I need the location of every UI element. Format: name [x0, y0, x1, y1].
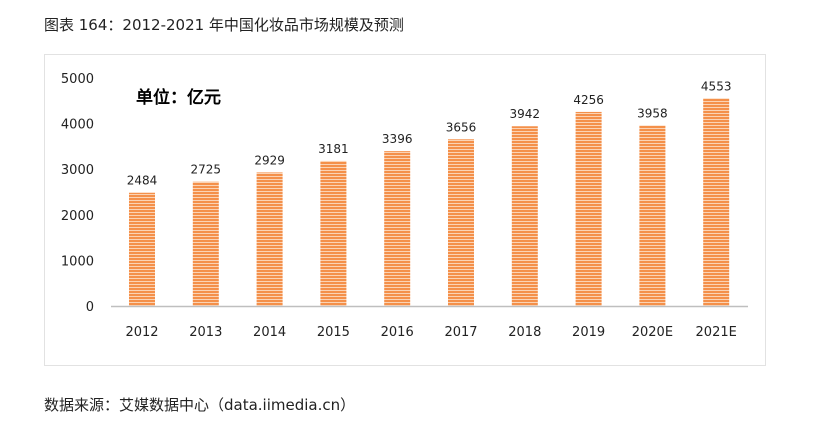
- bar-2012: [129, 192, 155, 306]
- source-note: 数据来源：艾媒数据中心（data.iimedia.cn）: [44, 396, 356, 414]
- y-tick-label: 0: [86, 300, 94, 315]
- bar-2014: [256, 172, 283, 306]
- chart-frame: [44, 54, 766, 366]
- data-label: 3958: [637, 107, 668, 121]
- data-label: 4553: [701, 79, 732, 93]
- y-tick-label: 1000: [61, 254, 94, 269]
- data-label: 3396: [382, 132, 413, 146]
- y-tick-label: 2000: [61, 209, 94, 224]
- bar-2013: [192, 181, 219, 306]
- data-label: 2484: [127, 174, 158, 188]
- data-label: 3181: [318, 142, 349, 156]
- x-tick-label: 2020E: [632, 325, 673, 340]
- bar-2018: [511, 126, 538, 306]
- x-tick-label: 2013: [189, 325, 222, 340]
- data-label: 4256: [573, 93, 604, 107]
- bar-2017: [448, 139, 474, 306]
- bar-2016: [384, 151, 411, 306]
- x-tick-label: 2016: [381, 325, 414, 340]
- unit-label: 单位：亿元: [136, 87, 221, 108]
- data-label: 2929: [254, 153, 285, 167]
- data-label: 3656: [446, 120, 477, 134]
- x-tick-label: 2012: [125, 325, 158, 340]
- y-tick-label: 3000: [61, 163, 94, 178]
- bar-2015: [320, 160, 347, 306]
- x-tick-label: 2021E: [696, 325, 737, 340]
- data-label: 3942: [510, 107, 541, 121]
- x-tick-label: 2015: [317, 325, 350, 340]
- x-tick-label: 2019: [572, 325, 605, 340]
- x-tick-label: 2017: [444, 325, 477, 340]
- page-title: 图表 164：2012-2021 年中国化妆品市场规模及预测: [44, 16, 404, 34]
- bar-2019: [575, 111, 602, 307]
- bar-2021E: [703, 98, 730, 306]
- y-tick-label: 4000: [61, 118, 94, 133]
- data-label: 2725: [191, 163, 222, 177]
- y-tick-label: 5000: [61, 72, 94, 87]
- x-tick-label: 2014: [253, 325, 286, 340]
- bar-2020E: [639, 125, 666, 306]
- x-tick-label: 2018: [508, 325, 541, 340]
